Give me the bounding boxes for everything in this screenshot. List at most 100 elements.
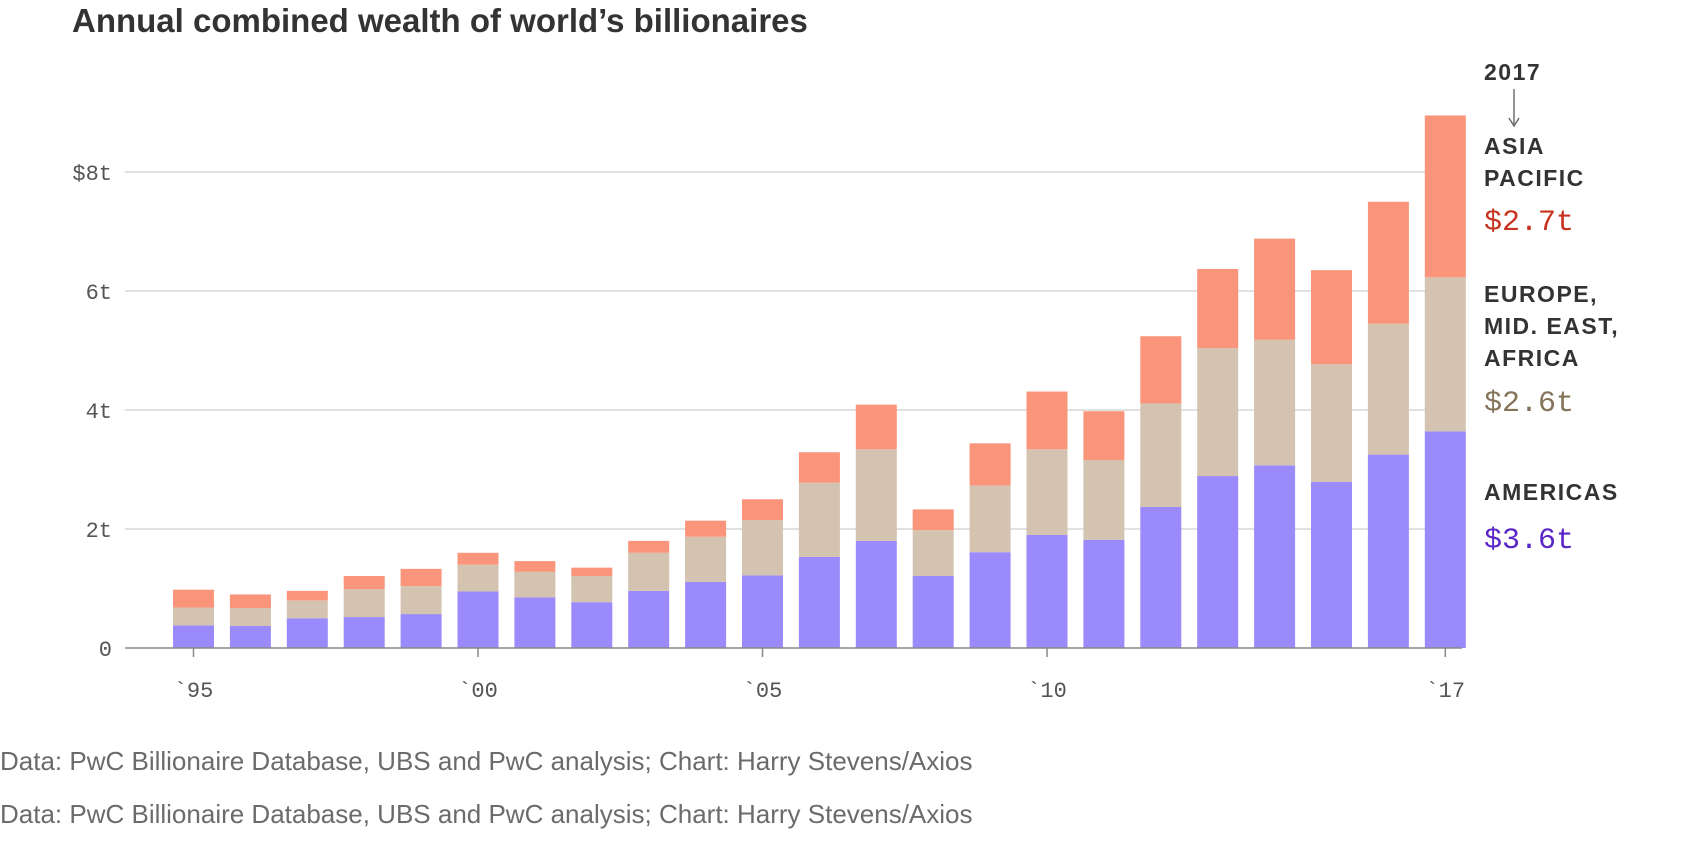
x-tick-label: `00 (458, 679, 498, 704)
bar-segment (855, 404, 897, 450)
bar-segment (571, 567, 613, 577)
bars (173, 115, 1466, 648)
bar-segment (628, 552, 670, 591)
bar-segment (457, 552, 499, 565)
x-tick-label: `05 (743, 679, 783, 704)
x-tick-label: `17 (1425, 679, 1465, 704)
gridlines (125, 171, 1462, 530)
annotation-americas-value: $3.6t (1484, 524, 1574, 558)
bar-segment (1424, 431, 1466, 648)
bar-segment (912, 530, 954, 577)
bar-segment (173, 625, 214, 648)
bar-segment (173, 607, 214, 626)
bar-segment (1311, 481, 1352, 648)
y-tick-label: 4t (86, 400, 112, 425)
bar-segment (1026, 534, 1068, 648)
bar-segment (571, 576, 613, 603)
annotation-asia-pacific-value: $2.7t (1484, 206, 1574, 240)
bar-segment (855, 449, 897, 541)
bar-segment (229, 608, 271, 626)
bar-segment (685, 520, 727, 537)
annotation-europe-label: MID. EAST, (1484, 313, 1619, 339)
bar-segment (457, 591, 499, 648)
bar-segment (1197, 476, 1239, 648)
annotations: 2017 ASIA PACIFIC $2.7t EUROPE, MID. EAST, AFR… (1484, 59, 1619, 558)
bar-segment (457, 564, 499, 592)
bar-segment (1140, 506, 1182, 648)
bar-segment (1424, 115, 1466, 278)
bar-segment (685, 536, 727, 582)
bar-segment (742, 520, 783, 576)
bar-segment (1197, 348, 1239, 477)
bar-segment (343, 589, 385, 618)
annotation-asia-pacific-label: ASIA (1484, 133, 1545, 159)
bar-segment (286, 590, 328, 601)
y-axis-ticks: 0 2t 4t 6t $8t (72, 162, 112, 663)
y-tick-label: 0 (99, 638, 112, 663)
bar-segment (1311, 364, 1352, 482)
bar-segment (1140, 403, 1182, 507)
annotation-europe-label: AFRICA (1484, 345, 1580, 371)
y-tick-label: $8t (72, 162, 112, 187)
bar-segment (229, 625, 271, 648)
bar-segment (1367, 201, 1409, 324)
bar-segment (1083, 411, 1125, 460)
bar-segment (286, 600, 328, 619)
bar-segment (969, 485, 1011, 553)
bar-segment (1254, 465, 1296, 648)
annotation-asia-pacific-label: PACIFIC (1484, 165, 1585, 191)
bar-segment (1424, 277, 1466, 432)
bar-segment (742, 499, 783, 521)
bar-segment (1367, 454, 1409, 648)
bar-segment (400, 586, 442, 615)
x-axis: `95 `00 `05 `10 `17 (125, 647, 1465, 704)
bar-segment (514, 597, 556, 648)
y-tick-label: 2t (86, 519, 112, 544)
bar-segment (286, 618, 328, 648)
annotation-year: 2017 (1484, 59, 1541, 85)
source-note: Data: PwC Billionaire Database, UBS and … (0, 746, 973, 776)
bar-segment (173, 589, 214, 608)
bar-segment (400, 614, 442, 648)
chart-title: Annual combined wealth of world’s billio… (72, 2, 808, 39)
y-tick-label: 6t (86, 281, 112, 306)
bar-segment (1254, 238, 1296, 340)
bar-segment (1367, 323, 1409, 455)
annotation-americas-label: AMERICAS (1484, 479, 1619, 505)
annotation-arrow-head (1508, 117, 1520, 128)
bar-segment (1254, 339, 1296, 466)
x-tick-label: `95 (174, 679, 214, 704)
x-tick-label: `10 (1027, 679, 1067, 704)
bar-segment (1026, 391, 1068, 450)
bar-segment (343, 576, 385, 590)
bar-segment (742, 575, 783, 648)
bar-segment (229, 594, 271, 609)
annotation-europe-label: EUROPE, (1484, 281, 1598, 307)
bar-segment (798, 452, 840, 483)
bar-segment (571, 602, 613, 648)
bar-segment (1311, 270, 1352, 365)
bar-segment (514, 561, 556, 572)
bar-segment (912, 576, 954, 648)
bar-segment (1140, 336, 1182, 404)
bar-segment (1197, 268, 1239, 349)
bar-segment (912, 509, 954, 531)
bar-segment (1083, 539, 1125, 648)
bar-segment (685, 581, 727, 648)
bar-segment (798, 482, 840, 557)
bar-segment (1083, 459, 1125, 540)
bar-segment (514, 571, 556, 598)
bar-segment (400, 568, 442, 587)
bar-segment (343, 617, 385, 648)
annotation-europe-value: $2.6t (1484, 387, 1574, 421)
bar-segment (1026, 449, 1068, 535)
bar-segment (628, 540, 670, 553)
bar-segment (855, 540, 897, 648)
source-note-duplicate: Data: PwC Billionaire Database, UBS and … (0, 799, 973, 829)
bar-segment (969, 443, 1011, 486)
bar-segment (969, 552, 1011, 648)
bar-segment (798, 556, 840, 648)
bar-segment (628, 590, 670, 648)
